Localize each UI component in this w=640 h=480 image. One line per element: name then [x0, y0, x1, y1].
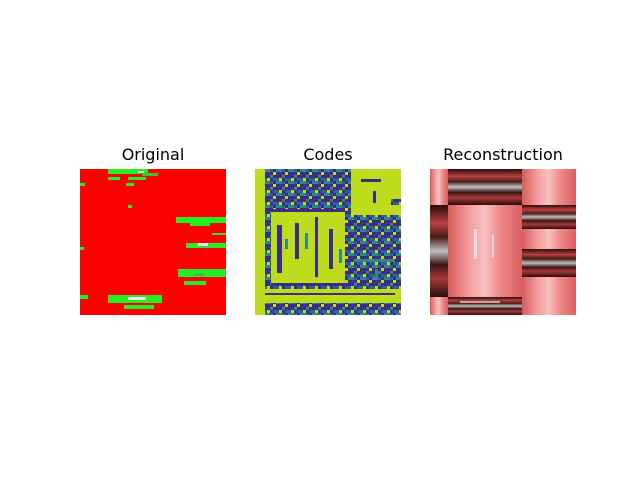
reconstruction-image — [430, 169, 576, 315]
reconstruction-panel: Reconstruction — [430, 144, 576, 315]
codes-image — [255, 169, 401, 315]
codes-panel: Codes — [255, 144, 401, 315]
codes-title: Codes — [303, 145, 353, 164]
original-image — [80, 169, 226, 315]
original-panel: Original — [80, 144, 226, 315]
reconstruction-title: Reconstruction — [443, 145, 563, 164]
original-title: Original — [121, 145, 185, 164]
